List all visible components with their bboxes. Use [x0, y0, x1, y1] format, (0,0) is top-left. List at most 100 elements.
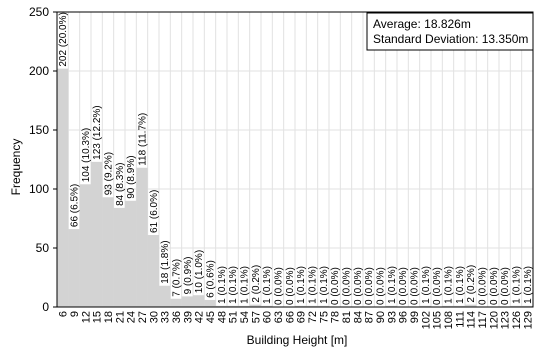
x-tick-label: 45: [205, 311, 217, 323]
x-tick-label: 93: [386, 311, 398, 323]
histogram-bar: [227, 305, 239, 307]
stats-std-dev: Standard Deviation: 13.350m: [373, 32, 528, 46]
x-tick-label: 48: [216, 311, 228, 323]
histogram-bar: [181, 296, 193, 307]
x-tick-label: 129: [522, 311, 534, 329]
x-tick-label: 120: [488, 311, 500, 329]
bar-data-label: 1 (0.1%): [387, 266, 398, 304]
label-layer: 202 (20.0%) 66 (6.5%)104 (10.3%) 123 (12.2…: [58, 12, 534, 305]
bar-data-label: 0 (0.0%): [410, 267, 421, 305]
x-axis-label: Building Height [m]: [247, 333, 348, 347]
x-tick-label: 39: [182, 311, 194, 323]
histogram-bar: [510, 305, 522, 307]
y-tick-label: 250: [29, 5, 49, 19]
histogram-bar: [125, 200, 137, 307]
bar-data-label: 66 (6.5%): [70, 184, 81, 227]
x-tick-label: 126: [511, 311, 523, 329]
x-tick-label: 60: [262, 311, 274, 323]
histogram-bar: [170, 298, 182, 307]
x-tick-label: 30: [148, 311, 160, 323]
x-tick-label: 9: [69, 311, 81, 317]
bar-data-label: 1 (0.1%): [240, 266, 251, 304]
bar-data-label: 104 (10.3%): [81, 128, 92, 182]
x-tick-label: 78: [330, 311, 342, 323]
bar-data-label: 202 (20.0%): [58, 12, 69, 66]
bar-data-label: 123 (12.2%): [92, 105, 103, 159]
bar-data-label: 0 (0.0%): [376, 267, 387, 305]
x-tick-label: 36: [171, 311, 183, 323]
x-tick-label: 63: [273, 311, 285, 323]
bar-data-label: 1 (0.1%): [319, 266, 330, 304]
grid-layer: [56, 11, 534, 308]
bar-data-label: 2 (0.2%): [466, 265, 477, 303]
x-tick-label: 69: [296, 311, 308, 323]
histogram-bar: [113, 207, 125, 307]
x-tick-label: 51: [228, 311, 240, 323]
x-tick-label: 57: [250, 311, 262, 323]
histogram-bar: [57, 68, 69, 307]
bar-data-label: 0 (0.0%): [364, 267, 375, 305]
x-tick-label: 12: [80, 311, 92, 323]
x-tick-label: 24: [126, 311, 138, 323]
histogram-bar: [68, 229, 80, 307]
bar-data-label: 1 (0.1%): [444, 266, 455, 304]
bar-data-label: 84 (8.3%): [115, 163, 126, 206]
histogram-bar: [91, 161, 103, 307]
bar-data-label: 0 (0.0%): [432, 267, 443, 305]
x-tick-label: 90: [375, 311, 387, 323]
histogram-bar: [249, 304, 261, 307]
bar-data-label: 1 (0.1%): [455, 266, 466, 304]
y-axis-label: Frequency: [9, 139, 23, 196]
x-tick-label: 33: [160, 311, 172, 323]
y-tick-label: 50: [36, 241, 50, 255]
x-tick-label: 81: [341, 311, 353, 323]
bar-data-label: 1 (0.1%): [217, 266, 228, 304]
x-tick-label: 96: [398, 311, 410, 323]
x-tick-label: 66: [284, 311, 296, 323]
bar-data-label: 1 (0.1%): [296, 266, 307, 304]
histogram-bar: [193, 295, 205, 307]
histogram-bar: [215, 305, 227, 307]
histogram-bar: [204, 299, 216, 307]
bar-data-label: 61 (6.0%): [149, 190, 160, 233]
x-tick-label: 102: [420, 311, 432, 329]
x-tick-label: 108: [443, 311, 455, 329]
bar-data-label: 0 (0.0%): [478, 267, 489, 305]
bar-data-label: 18 (1.8%): [160, 240, 171, 283]
bar-data-label: 10 (1.0%): [194, 250, 205, 293]
bar-data-label: 118 (11.7%): [138, 113, 149, 166]
x-tick-label: 18: [103, 311, 115, 323]
histogram-bar: [306, 305, 318, 307]
bar-layer: [57, 68, 533, 307]
bar-data-label: 0 (0.0%): [500, 267, 511, 305]
stats-box: Average: 18.826m Standard Deviation: 13.…: [366, 12, 534, 51]
histogram-bar: [521, 305, 533, 307]
bar-data-label: 6 (0.6%): [206, 260, 217, 298]
x-tick-label: 6: [58, 311, 70, 317]
bar-data-label: 90 (8.9%): [126, 155, 137, 198]
y-tick-label: 0: [42, 300, 49, 314]
bar-data-label: 1 (0.1%): [262, 266, 273, 304]
histogram-bar: [453, 305, 465, 307]
bar-data-label: 0 (0.0%): [274, 267, 285, 305]
x-tick-label: 21: [114, 311, 126, 323]
histogram-bar: [442, 305, 454, 307]
plot-frame: [56, 11, 534, 308]
x-tick-label: 84: [352, 311, 364, 323]
bar-data-label: 9 (0.9%): [183, 257, 194, 295]
bar-data-label: 1 (0.1%): [421, 266, 432, 304]
histogram-bar: [419, 305, 431, 307]
bar-data-label: 1 (0.1%): [228, 266, 239, 304]
x-tick-label: 105: [432, 311, 444, 329]
bar-data-label: 1 (0.1%): [512, 266, 523, 304]
y-tick-label: 100: [29, 182, 49, 196]
bar-data-label: 0 (0.0%): [342, 267, 353, 305]
bar-data-label: 0 (0.0%): [353, 267, 364, 305]
x-tick-label: 117: [477, 311, 489, 329]
histogram-bar: [238, 305, 250, 307]
histogram-bar: [295, 305, 307, 307]
histogram-bar: [385, 305, 397, 307]
